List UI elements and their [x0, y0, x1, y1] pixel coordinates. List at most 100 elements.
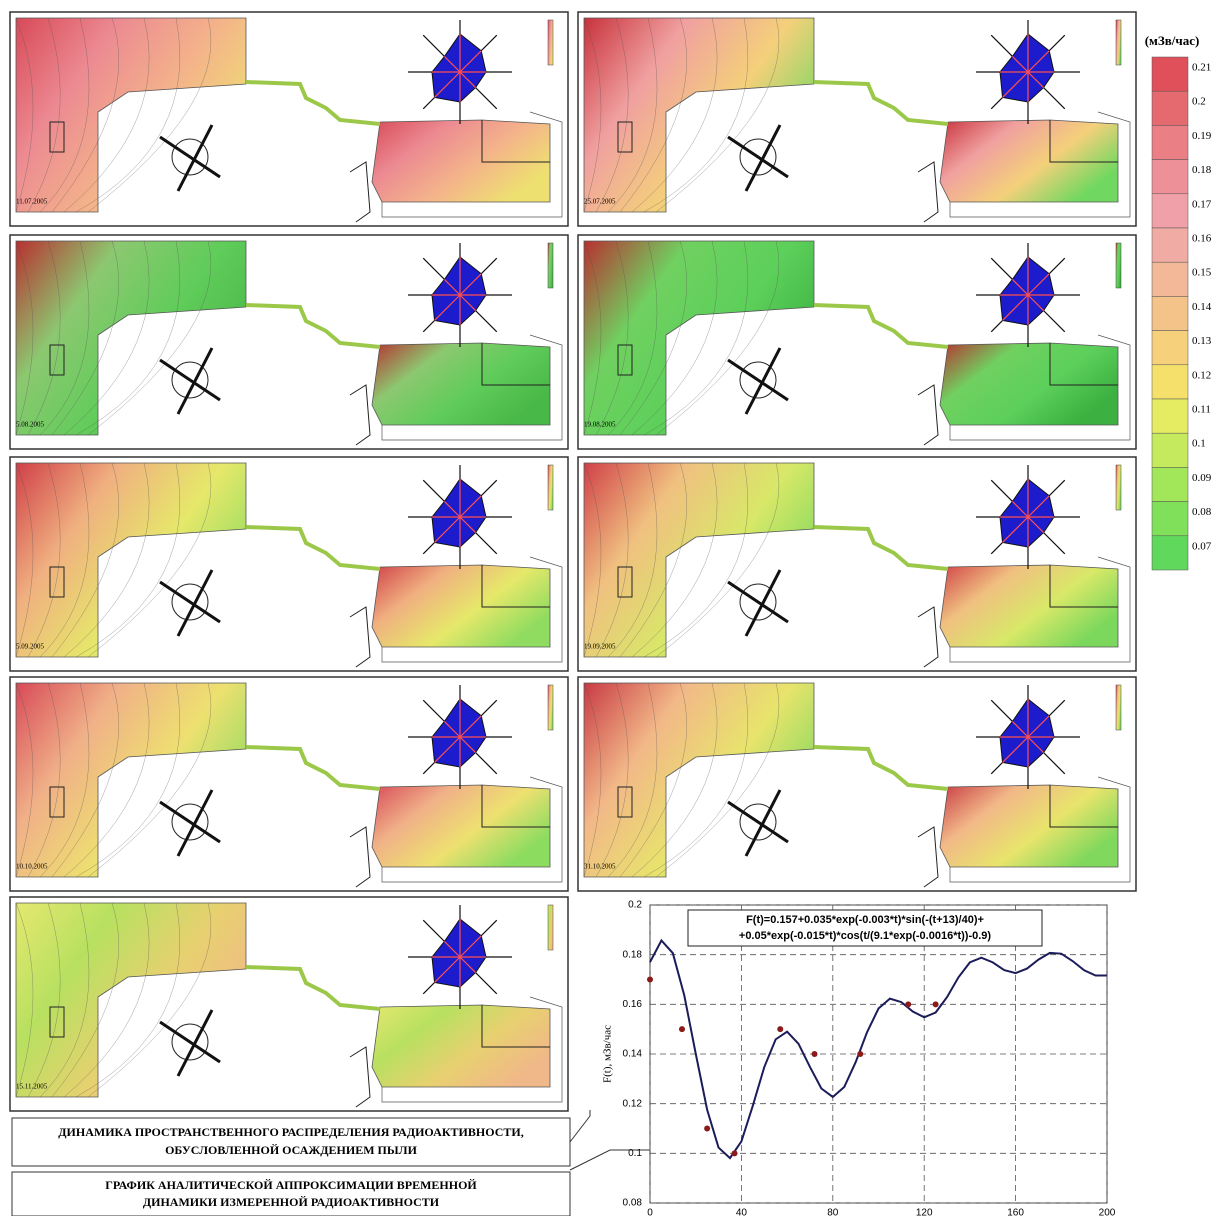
building-outline	[49, 566, 65, 598]
measured-point	[704, 1125, 711, 1132]
corridor	[813, 80, 949, 126]
caption: ОБУСЛОВЛЕННОЙ ОСАЖДЕНИЕМ ПЫЛИ	[165, 1143, 418, 1157]
wind-ray	[434, 516, 461, 543]
corridor	[245, 303, 381, 349]
wind-ray	[444, 941, 461, 958]
y-tick-label: 0.08	[623, 1198, 643, 1209]
map-date: 19.09.2005	[584, 643, 616, 651]
wind-ray	[1002, 516, 1029, 543]
contour-line	[655, 682, 780, 878]
contour-line	[607, 682, 658, 878]
boundary	[381, 556, 563, 663]
compass	[171, 138, 209, 176]
connector	[569, 1149, 650, 1171]
colorbar-label: 0.11	[1192, 404, 1211, 416]
caption: ДИНАМИКА ПРОСТРАНСТВЕННОГО РАСПРЕДЕЛЕНИЯ…	[58, 1125, 523, 1139]
contour-line	[63, 902, 150, 1098]
captions: ДИНАМИКА ПРОСТРАНСТВЕННОГО РАСПРЕДЕЛЕНИЯ…	[11, 1110, 650, 1216]
compass-needle	[744, 569, 782, 637]
colorbar-cell	[1151, 535, 1189, 571]
contour-line	[631, 682, 718, 878]
colorbar-label: 0.14	[1192, 301, 1212, 313]
contour-line	[51, 462, 119, 658]
contour-line	[607, 17, 658, 213]
contour-line	[87, 462, 212, 658]
mini-colorbar	[547, 242, 554, 289]
contour-line	[583, 682, 602, 878]
map-region	[939, 119, 1119, 203]
x-tick-label: 0	[647, 1208, 653, 1216]
contour-line	[583, 17, 602, 213]
colorbar-cell	[1151, 330, 1189, 366]
contour-line	[619, 240, 687, 436]
map-date: 11.07.2005	[16, 198, 48, 206]
mini-colorbar	[1115, 684, 1122, 731]
corridor	[813, 303, 949, 349]
colorbar-title: (мЗв/час)	[1145, 33, 1200, 48]
boundary	[349, 606, 371, 668]
wind-ray	[1027, 736, 1044, 753]
wind-ray	[434, 736, 461, 763]
colorbar-label: 0.18	[1192, 164, 1212, 176]
boundary	[917, 826, 939, 888]
mini-colorbar	[547, 464, 554, 511]
compass-needle	[744, 124, 782, 192]
compass-needle	[727, 800, 789, 844]
x-tick-label: 80	[827, 1208, 839, 1216]
contour-line	[87, 17, 212, 213]
compass-needle	[727, 580, 789, 624]
contour-line	[75, 462, 180, 658]
compass-needle	[159, 800, 221, 844]
building-outline	[49, 1006, 65, 1038]
y-tick-label: 0.18	[623, 949, 643, 960]
mini-colorbar	[1115, 19, 1122, 66]
corridor	[245, 80, 381, 126]
compass-needle	[159, 358, 221, 402]
boundary	[349, 161, 371, 223]
boundary	[381, 111, 563, 218]
contour-line	[39, 240, 90, 436]
contour-line	[655, 240, 780, 436]
wind-ray	[459, 516, 476, 533]
mini-colorbar	[547, 19, 554, 66]
wind-ray	[459, 50, 482, 73]
corridor	[813, 745, 949, 791]
x-tick-label: 160	[1007, 1208, 1024, 1216]
map-region	[371, 564, 551, 648]
map-date: 10.10.2005	[16, 863, 48, 871]
wind-ray	[1027, 516, 1044, 533]
contour-line	[607, 240, 658, 436]
contour-line	[27, 682, 61, 878]
contour-line	[607, 462, 658, 658]
measured-point	[731, 1150, 738, 1157]
compass-needle	[159, 1020, 221, 1064]
boundary	[949, 334, 1131, 441]
y-tick-label: 0.16	[623, 999, 643, 1010]
colorbar-cell	[1151, 90, 1189, 126]
compass-needle	[159, 580, 221, 624]
boundary	[917, 606, 939, 668]
contour-line	[619, 462, 687, 658]
map-region	[939, 564, 1119, 648]
contour-line	[15, 240, 34, 436]
compass-needle	[176, 569, 214, 637]
compass-needle	[727, 135, 789, 179]
wind-ray	[434, 294, 461, 321]
building-outline	[1049, 785, 1118, 828]
wind-ray	[459, 935, 482, 958]
contour-line	[63, 462, 150, 658]
boundary	[949, 556, 1131, 663]
colorbar-cell	[1151, 432, 1189, 468]
boundary	[381, 996, 563, 1103]
wind-ray	[1002, 736, 1029, 763]
compass	[739, 361, 777, 399]
contour-line	[27, 462, 61, 658]
corridor	[813, 525, 949, 571]
map-region	[371, 119, 551, 203]
building-outline	[617, 344, 633, 376]
compass-needle	[727, 358, 789, 402]
map-panel: 25.07.2005	[577, 11, 1137, 227]
compass	[739, 803, 777, 841]
contour-line	[643, 462, 748, 658]
compass-needle	[744, 789, 782, 857]
